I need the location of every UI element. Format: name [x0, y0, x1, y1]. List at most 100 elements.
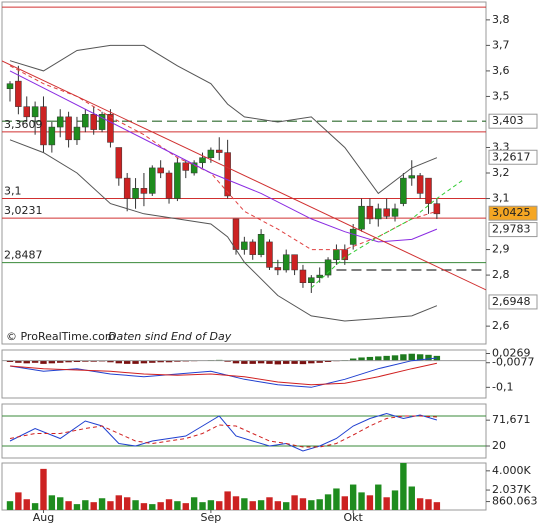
value-box [488, 113, 538, 129]
value-box-label: 2,6948 [492, 295, 531, 308]
bar [249, 501, 256, 510]
source-text: © ProRealTime.com [6, 330, 116, 343]
bar [65, 501, 72, 510]
bar [232, 496, 240, 510]
y-tick-label: 3,5 [492, 89, 510, 102]
bar [274, 501, 282, 510]
indicator-line [9, 415, 437, 448]
bar [40, 468, 47, 510]
panel [2, 353, 486, 388]
bar [207, 500, 215, 510]
indicator-line [9, 412, 438, 452]
bar [123, 497, 131, 510]
bar [266, 360, 273, 364]
bar [216, 501, 223, 510]
candle-body [90, 114, 97, 130]
bar [283, 360, 290, 364]
candle-body [366, 205, 374, 220]
candle-body [408, 175, 416, 179]
value-box-label: 3,2617 [492, 150, 531, 163]
indicator-line [9, 65, 438, 251]
candle-body [73, 126, 81, 141]
candle-body [224, 152, 231, 197]
bar [140, 503, 148, 510]
candle-body [123, 177, 131, 199]
indicator-line [2, 60, 486, 291]
level-label: 3,1 [4, 185, 22, 198]
level-label: 3,0231 [4, 204, 43, 217]
bar [40, 360, 47, 364]
bar [73, 504, 81, 510]
bar [366, 495, 374, 510]
bar [65, 360, 72, 363]
bar [90, 502, 97, 510]
y-tick-label: -0,1 [492, 380, 513, 393]
x-tick-label: Sep [201, 511, 222, 524]
bar [165, 499, 173, 510]
bar [90, 360, 97, 362]
bar [291, 360, 298, 364]
candle-body [232, 218, 240, 250]
value-box-label: 3,403 [492, 114, 524, 127]
value-box [488, 294, 538, 310]
bar [224, 491, 231, 510]
candle-body [333, 249, 340, 261]
indicator-line [9, 362, 438, 386]
bar [199, 502, 206, 510]
y-tick-label: 4.000K [492, 464, 531, 477]
bar [48, 360, 56, 364]
bar [182, 503, 189, 510]
bar [291, 495, 298, 510]
bar [249, 360, 256, 364]
x-tick-label: Okt [343, 511, 363, 524]
bar [23, 360, 30, 364]
bar [257, 360, 265, 364]
bar [358, 357, 365, 361]
bar [341, 496, 348, 510]
candle-body [65, 116, 72, 141]
bar [324, 494, 332, 510]
bar [190, 497, 198, 510]
bar [383, 355, 390, 361]
bar [73, 360, 81, 362]
bar [48, 495, 56, 510]
y-tick-label: 3,8 [492, 13, 510, 26]
bar [157, 502, 164, 510]
bar [400, 463, 407, 510]
candle-body [383, 208, 390, 217]
bar [416, 354, 424, 361]
bar [383, 497, 390, 510]
bar [82, 360, 89, 362]
bar [333, 488, 340, 510]
candle-body [400, 177, 407, 204]
value-box-label: 2,9783 [492, 223, 531, 236]
bar [157, 360, 164, 363]
bar [149, 360, 156, 363]
bar [107, 501, 114, 510]
candle-body [140, 188, 148, 194]
indicator-line [9, 357, 437, 388]
note-text: Daten sind End of Day [108, 330, 232, 343]
candle-body [425, 177, 432, 204]
candle-body [157, 167, 164, 174]
candle-body [98, 114, 106, 130]
bar [57, 497, 64, 510]
bar [316, 360, 323, 363]
bar [425, 354, 432, 361]
candle-body [308, 277, 315, 283]
bar [174, 501, 181, 510]
bar [165, 360, 173, 363]
y-tick-label: 71,671 [492, 413, 531, 426]
candle-body [40, 106, 47, 146]
value-box [488, 205, 538, 221]
candle-body [282, 254, 290, 271]
candle-body [249, 241, 256, 255]
candle-body [324, 259, 332, 276]
candle-body [31, 106, 39, 118]
bar [391, 355, 399, 361]
value-box [488, 149, 538, 165]
bar [123, 360, 131, 364]
bar [241, 498, 248, 510]
bar [31, 360, 39, 363]
candle-body [165, 172, 173, 199]
